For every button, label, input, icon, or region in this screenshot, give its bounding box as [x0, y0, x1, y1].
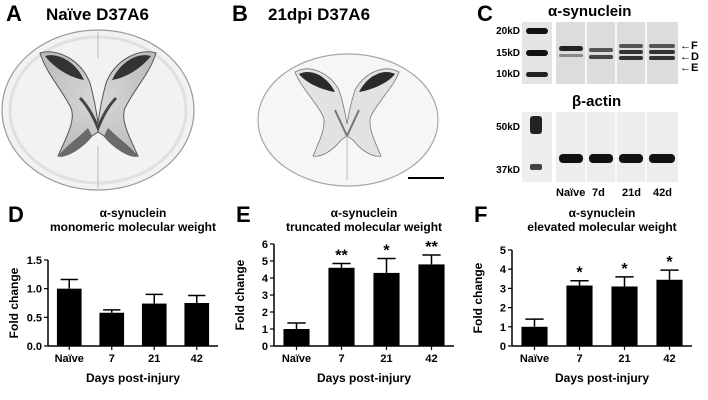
spinal-cord-section-21dpi — [257, 53, 439, 187]
chart-title: α-synuclein — [331, 206, 398, 220]
lane-label: 21d — [622, 187, 641, 199]
bar — [141, 303, 167, 346]
lane-label: 42d — [653, 187, 672, 199]
x-tick-label: 21 — [618, 353, 630, 365]
y-tick-label: 0 — [500, 341, 506, 353]
y-tick-label: 1.5 — [27, 255, 42, 267]
y-tick-label: 2 — [262, 307, 268, 319]
chart-subtitle: monomeric molecular weight — [50, 220, 216, 234]
band-label-d: ←D — [680, 51, 699, 63]
y-tick-label: 4 — [262, 273, 269, 285]
bar — [328, 267, 355, 346]
bar — [56, 288, 82, 346]
bar — [656, 279, 683, 346]
mw-marker: 50kD — [496, 122, 520, 133]
y-tick-label: 0 — [262, 341, 268, 353]
panel-letter-b: B — [232, 1, 248, 26]
chart-title: α-synuclein — [569, 206, 636, 220]
significance-marker: * — [383, 242, 390, 259]
significance-marker: ** — [425, 239, 438, 256]
panel-letter-a: A — [6, 1, 22, 26]
arrow-left-icon: ← — [680, 40, 691, 52]
mw-marker: 15kD — [496, 48, 520, 59]
arrow-left-icon: ← — [680, 62, 691, 74]
chart-title: α-synuclein — [100, 206, 167, 220]
bar — [283, 329, 310, 346]
panel-letter: E — [236, 202, 251, 227]
x-tick-label: 21 — [148, 353, 160, 365]
bar — [99, 312, 125, 346]
y-axis-label: Fold change — [233, 259, 247, 330]
y-tick-label: 5 — [262, 256, 268, 268]
panel-b-title: 21dpi D37A6 — [268, 5, 371, 24]
western-blot-alpha-synuclein — [522, 22, 678, 84]
significance-marker: * — [666, 254, 673, 271]
y-tick-label: 3 — [262, 290, 268, 302]
bar — [566, 285, 593, 346]
x-tick-label: Naïve — [520, 353, 549, 365]
y-tick-label: 0.5 — [27, 312, 42, 324]
spinal-cord-section-naive — [1, 29, 195, 191]
y-axis-label: Fold change — [7, 267, 21, 338]
x-tick-label: 42 — [425, 353, 437, 365]
y-tick-label: 4 — [500, 264, 507, 276]
chart-subtitle: truncated molecular weight — [286, 220, 442, 234]
significance-marker: * — [576, 265, 583, 282]
panel-a-title: Naïve D37A6 — [46, 5, 150, 24]
y-tick-label: 1 — [500, 322, 506, 334]
mw-marker: 37kD — [496, 165, 520, 176]
lane-label: 7d — [592, 187, 605, 199]
y-tick-label: 1 — [262, 324, 268, 336]
bar — [418, 264, 445, 346]
mw-marker: 10kD — [496, 69, 520, 80]
chart-subtitle: elevated molecular weight — [527, 220, 676, 234]
bar — [184, 303, 210, 346]
significance-marker: * — [621, 261, 628, 278]
x-tick-label: Naïve — [282, 353, 311, 365]
blot-title-beta-actin: β-actin — [572, 93, 622, 110]
scale-bar — [408, 177, 444, 179]
panel-letter: F — [474, 202, 487, 227]
y-tick-label: 6 — [262, 239, 268, 251]
x-axis-label: Days post-injury — [555, 371, 649, 385]
x-tick-label: 7 — [576, 353, 582, 365]
x-tick-label: 7 — [109, 353, 115, 365]
x-tick-label: Naïve — [55, 353, 84, 365]
x-tick-label: 7 — [338, 353, 344, 365]
blot-title-alpha-synuclein: α-synuclein — [548, 3, 632, 20]
x-tick-label: 42 — [663, 353, 675, 365]
y-axis-label: Fold change — [471, 262, 485, 333]
bar — [611, 286, 638, 346]
lane-label: Naïve — [556, 187, 586, 199]
y-tick-label: 1.0 — [27, 284, 42, 296]
band-label-e: ←E — [680, 62, 699, 74]
y-tick-label: 3 — [500, 283, 506, 295]
y-tick-label: 0.0 — [27, 341, 42, 353]
panel-letter-c: C — [477, 1, 493, 26]
panel-letter: D — [8, 202, 24, 227]
significance-marker: ** — [335, 248, 348, 265]
western-blot-beta-actin — [522, 112, 678, 182]
x-tick-label: 42 — [191, 353, 203, 365]
bar — [521, 326, 548, 346]
band-label-f: ←F — [680, 40, 698, 52]
arrow-left-icon: ← — [680, 51, 691, 63]
bar — [373, 272, 400, 346]
x-axis-label: Days post-injury — [317, 371, 411, 385]
x-axis-label: Days post-injury — [86, 371, 180, 385]
y-tick-label: 2 — [500, 303, 506, 315]
y-tick-label: 5 — [500, 245, 506, 257]
x-tick-label: 21 — [380, 353, 392, 365]
mw-marker: 20kD — [496, 26, 520, 37]
